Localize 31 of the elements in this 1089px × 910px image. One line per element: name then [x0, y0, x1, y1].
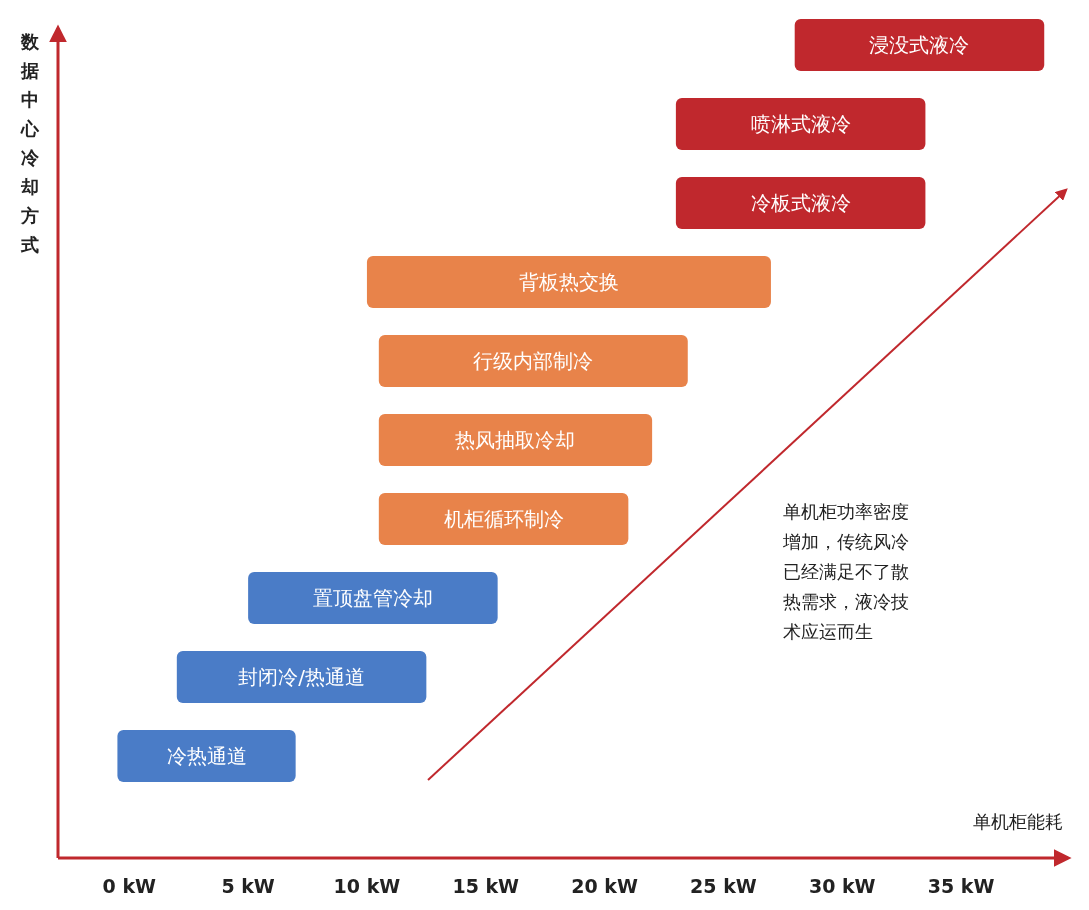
y-tick-label: 喷淋式液冷 — [750, 112, 851, 136]
x-tick-label: 0 kW — [102, 875, 157, 897]
y-tick-label: 置顶盘管冷却 — [312, 586, 433, 610]
bar — [378, 335, 688, 387]
y-tick-label: 热风抽取冷却 — [455, 428, 576, 452]
bar — [366, 256, 771, 308]
bar — [378, 493, 629, 545]
bar — [176, 651, 427, 703]
x-tick-label: 20 kW — [571, 875, 638, 897]
y-tick-label: 背板热交换 — [518, 270, 619, 294]
x-tick-label: 25 kW — [690, 875, 757, 897]
bar — [794, 19, 1045, 71]
x-tick-label: 35 kW — [927, 875, 995, 897]
annotation: 单机柜功率密度增加，传统风冷已经满足不了散热需求，液冷技术应运而生 — [782, 501, 909, 642]
x-tick-label: 5 kW — [221, 875, 275, 897]
x-tick-label: 15 kW — [452, 875, 520, 897]
bar — [248, 572, 498, 624]
x-axis-title: 单机柜能耗 — [973, 811, 1063, 832]
y-tick-label: 封闭冷/热通道 — [238, 665, 365, 689]
x-tick-label: 10 kW — [333, 875, 401, 897]
bar — [378, 414, 653, 466]
y-tick-label: 行级内部制冷 — [473, 349, 594, 373]
y-axis-title: 数据中心冷却方式 — [20, 31, 40, 255]
bar — [117, 730, 296, 782]
y-tick-label: 浸没式液冷 — [869, 33, 970, 57]
y-tick-label: 冷热通道 — [166, 744, 247, 768]
bar — [675, 98, 926, 150]
y-tick-label: 冷板式液冷 — [750, 191, 851, 215]
bar — [675, 177, 926, 229]
y-tick-label: 机柜循环制冷 — [443, 507, 564, 531]
x-tick-label: 30 kW — [808, 875, 876, 897]
